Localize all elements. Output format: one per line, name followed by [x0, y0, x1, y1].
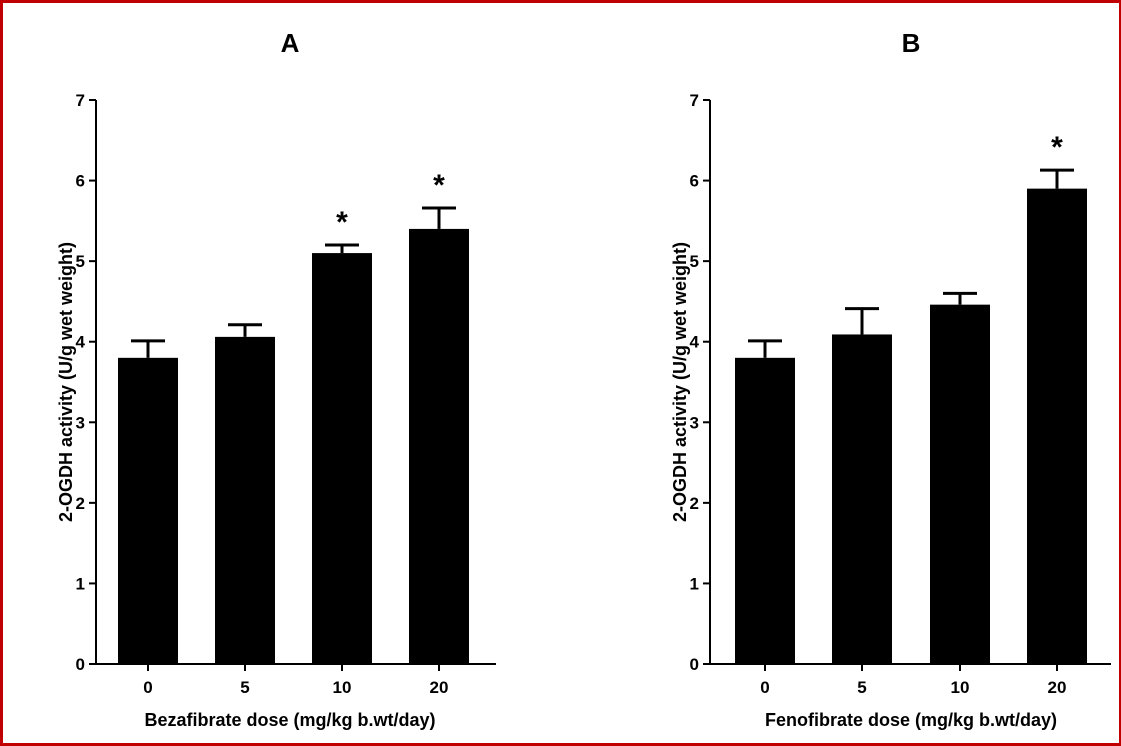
bar-0 [118, 357, 178, 664]
x-tick-label: 10 [951, 678, 970, 697]
y-tick-label: 6 [690, 172, 699, 191]
bar-20 [1027, 188, 1087, 664]
y-tick-label: 0 [76, 655, 85, 674]
y-tick-label: 6 [76, 172, 85, 191]
x-tick-label: 10 [333, 678, 352, 697]
y-tick-label: 7 [76, 91, 85, 110]
panel-label: A [281, 28, 300, 58]
bar-10 [930, 304, 990, 664]
y-tick-label: 1 [76, 574, 85, 593]
x-tick-label: 20 [1048, 678, 1067, 697]
y-tick-label: 5 [690, 252, 699, 271]
bar-0 [735, 357, 795, 664]
x-tick-label: 5 [240, 678, 249, 697]
bar-5 [215, 336, 275, 664]
y-axis-title: 2-OGDH activity (U/g wet weight) [56, 242, 76, 522]
y-axis-title: 2-OGDH activity (U/g wet weight) [670, 242, 690, 522]
panel-label: B [902, 28, 921, 58]
y-tick-label: 7 [690, 91, 699, 110]
y-tick-label: 1 [690, 574, 699, 593]
y-tick-label: 5 [76, 252, 85, 271]
x-tick-label: 0 [760, 678, 769, 697]
y-tick-label: 2 [76, 494, 85, 513]
x-axis-title: Bezafibrate dose (mg/kg b.wt/day) [144, 710, 435, 730]
y-tick-label: 3 [690, 413, 699, 432]
y-tick-label: 0 [690, 655, 699, 674]
panel-a: A 0 1 2 3 4 5 6 7 0 5 10 * 20 * Bezafibrate dose (mg/kg… [56, 28, 496, 730]
y-tick-label: 3 [76, 413, 85, 432]
bar-5 [832, 334, 892, 664]
x-axis-title: Fenofibrate dose (mg/kg b.wt/day) [765, 710, 1057, 730]
bar-20 [409, 228, 469, 664]
significance-mark: * [1051, 131, 1063, 164]
x-tick-label: 5 [857, 678, 866, 697]
x-tick-label: 0 [143, 678, 152, 697]
significance-mark: * [336, 206, 348, 239]
y-tick-label: 4 [690, 333, 700, 352]
x-tick-label: 20 [430, 678, 449, 697]
panel-b: B 0 1 2 3 4 5 6 7 0 5 10 20 * Fenofibrate dose (mg/kg … [670, 28, 1111, 730]
significance-mark: * [433, 169, 445, 202]
y-tick-label: 4 [76, 333, 86, 352]
bar-10 [312, 253, 372, 665]
y-tick-label: 2 [690, 494, 699, 513]
